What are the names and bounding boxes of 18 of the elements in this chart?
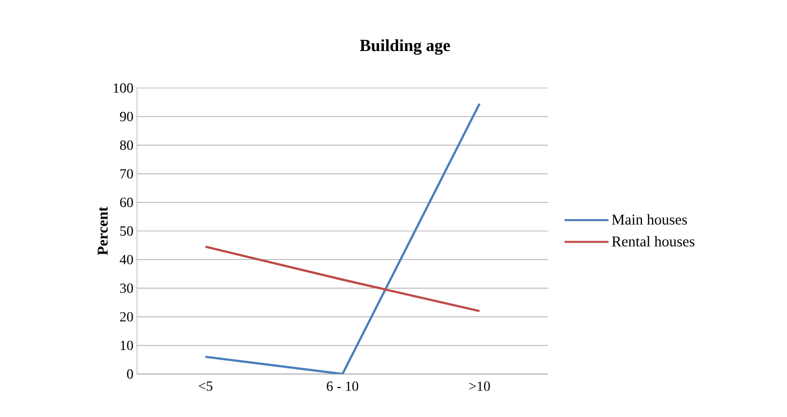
y-tick-label: 0: [127, 369, 133, 379]
y-tick-label: 30: [120, 283, 133, 293]
y-tick-label: 60: [120, 198, 133, 208]
y-tick-label: 80: [120, 140, 133, 150]
x-tick-label: >10: [469, 382, 490, 391]
y-tick-label: 70: [120, 169, 133, 179]
chart-title: Building age: [360, 39, 450, 55]
x-tick-label: <5: [198, 382, 212, 391]
y-axis-title: Percent: [98, 206, 108, 256]
y-tick-label: 100: [114, 83, 133, 93]
y-tick-label: 50: [120, 226, 133, 236]
legend-label: Rental houses: [612, 236, 694, 246]
x-tick-label: 6 - 10: [326, 382, 358, 391]
y-tick-label: 90: [120, 112, 133, 122]
y-tick-label: 40: [120, 254, 133, 264]
y-tick-label: 10: [120, 340, 133, 350]
legend-label: Main houses: [612, 214, 687, 225]
y-tick-label: 20: [120, 312, 133, 322]
